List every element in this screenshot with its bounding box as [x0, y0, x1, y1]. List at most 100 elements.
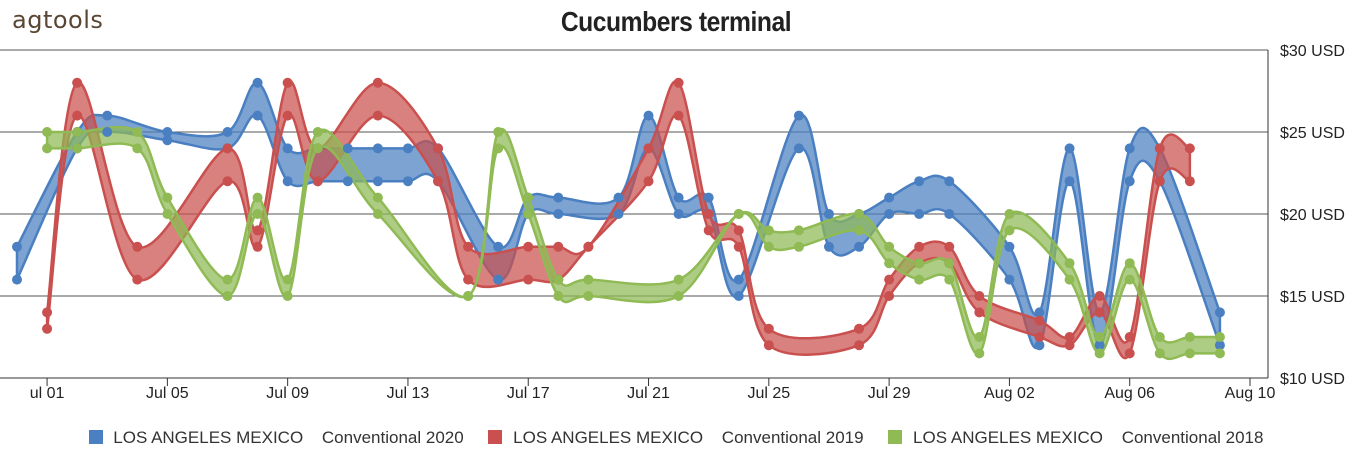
point-low: [673, 209, 684, 219]
point-low: [493, 274, 504, 285]
point-low: [42, 323, 53, 334]
point-low: [673, 110, 684, 121]
legend-series-label: Conventional 2020: [321, 428, 464, 447]
y-tick-label: $30 USD: [1280, 43, 1345, 60]
x-tick-label: Aug 10: [1225, 385, 1276, 402]
point-high: [1124, 258, 1135, 269]
point-high: [553, 274, 564, 285]
x-tick-label: Jul 29: [868, 385, 911, 402]
point-low: [553, 209, 564, 219]
point-high: [372, 77, 383, 88]
point-high: [132, 241, 143, 252]
point-low: [1124, 176, 1135, 187]
point-high: [72, 127, 83, 137]
point-low: [1124, 274, 1135, 285]
point-high: [703, 192, 714, 203]
point-low: [673, 291, 684, 301]
point-low: [1034, 340, 1045, 351]
point-high: [553, 192, 564, 203]
point-high: [793, 110, 804, 121]
point-high: [914, 258, 925, 269]
point-high: [974, 291, 985, 301]
point-low: [974, 348, 985, 359]
point-high: [342, 143, 353, 154]
point-high: [673, 274, 684, 285]
point-high: [162, 192, 173, 203]
point-high: [102, 110, 113, 121]
point-high: [312, 127, 323, 137]
point-high: [42, 307, 53, 318]
point-high: [282, 77, 293, 88]
legend-item-2018[interactable]: LOS ANGELES MEXICO Conventional 2018: [888, 428, 1263, 448]
point-low: [553, 291, 564, 301]
point-low: [733, 291, 744, 301]
point-low: [1184, 176, 1195, 187]
point-low: [1004, 225, 1015, 236]
point-high: [493, 127, 504, 137]
x-tick-label: Jul 13: [387, 385, 430, 402]
point-low: [72, 143, 83, 154]
point-high: [1214, 307, 1225, 318]
y-tick-label: $25 USD: [1280, 125, 1345, 142]
point-low: [162, 209, 173, 219]
axes: $10 USD $15 USD $20 USD $25 USD $30 USD ul 01…: [30, 43, 1345, 402]
point-high: [944, 258, 955, 269]
point-low: [793, 143, 804, 154]
point-high: [463, 241, 474, 252]
point-low: [974, 307, 985, 318]
point-low: [1034, 332, 1045, 342]
point-high: [703, 209, 714, 219]
point-high: [523, 192, 534, 203]
point-high: [1064, 258, 1075, 269]
point-high: [252, 192, 263, 203]
point-low: [1094, 348, 1105, 359]
point-high: [1094, 332, 1105, 342]
point-high: [643, 110, 654, 121]
point-high: [1004, 209, 1015, 219]
point-low: [944, 274, 955, 285]
point-high: [132, 127, 143, 137]
point-high: [433, 143, 444, 154]
legend-item-2020[interactable]: LOS ANGELES MEXICO Conventional 2020: [88, 428, 464, 448]
point-low: [222, 176, 233, 187]
point-high: [1154, 143, 1165, 154]
point-high: [12, 241, 22, 252]
point-low: [613, 209, 624, 219]
point-high: [944, 176, 955, 187]
point-high: [1094, 291, 1105, 301]
point-low: [1214, 340, 1225, 351]
legend-swatch: [488, 430, 503, 444]
point-high: [583, 274, 594, 285]
point-low: [1154, 176, 1165, 187]
point-high: [733, 225, 744, 236]
legend-series-label: Conventional 2019: [721, 428, 864, 447]
point-high: [613, 192, 624, 203]
x-tick-label: Aug 06: [1104, 385, 1155, 402]
point-low: [252, 110, 263, 121]
legend-series-label: Conventional 2018: [1121, 428, 1264, 447]
y-tick-label: $15 USD: [1280, 289, 1345, 306]
point-high: [914, 176, 925, 187]
point-high: [162, 127, 173, 137]
point-high: [222, 143, 233, 154]
legend-swatch: [888, 430, 903, 444]
point-low: [703, 225, 714, 236]
x-tick-label: ul 01: [30, 385, 65, 402]
legend-item-2019[interactable]: LOS ANGELES MEXICO Conventional 2019: [488, 428, 864, 448]
point-low: [282, 110, 293, 121]
point-low: [312, 143, 323, 154]
point-low: [12, 274, 22, 285]
x-tick-label: Jul 17: [507, 385, 550, 402]
point-low: [493, 143, 504, 154]
point-high: [884, 192, 895, 203]
point-high: [372, 143, 383, 154]
point-low: [854, 225, 865, 236]
point-high: [854, 209, 865, 219]
point-high: [1184, 143, 1195, 154]
point-high: [222, 274, 233, 285]
legend-series-name: LOS ANGELES MEXICO: [513, 428, 704, 447]
legend-series-name: LOS ANGELES MEXICO: [913, 428, 1103, 447]
point-low: [72, 110, 83, 121]
point-low: [583, 291, 594, 301]
agtools-logo[interactable]: agtools: [12, 6, 104, 34]
